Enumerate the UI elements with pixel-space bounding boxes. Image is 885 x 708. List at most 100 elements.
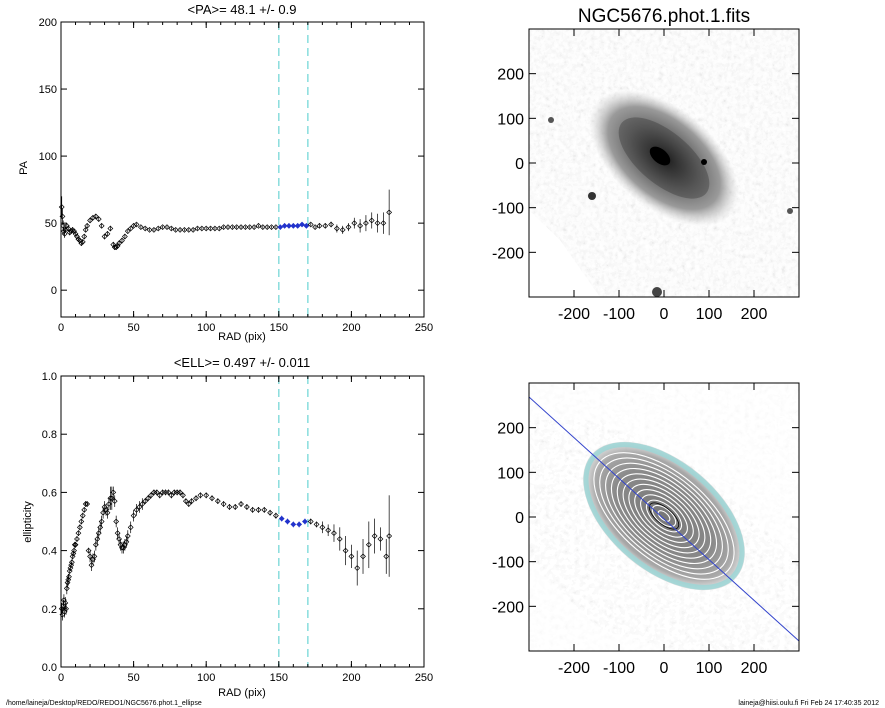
data-point [153,489,160,496]
data-point [146,226,153,233]
data-point [243,504,250,510]
data-point [84,222,91,229]
ell-data-points [58,486,393,621]
data-point [104,509,111,516]
data-point [267,509,273,516]
data-point [142,498,149,505]
y-tick-label: 0.2 [42,604,57,616]
data-point [65,225,72,232]
ell-plot-frame [60,375,425,668]
data-point [249,506,256,513]
data-point [71,541,78,548]
y-tick-label: 0.8 [42,429,57,441]
x-tick-label: 250 [415,672,433,684]
data-point [233,224,240,231]
data-point [71,547,77,554]
image-y-tick-label: 200 [497,421,524,438]
data-point [156,492,163,499]
data-point [336,536,343,542]
data-point [351,220,358,227]
y-tick-label: 0 [51,285,57,297]
data-point [273,512,279,519]
image-x-tick-label: 200 [741,306,768,323]
isophote-ellipse [651,504,677,528]
data-point [63,605,69,612]
data-point [168,492,175,499]
data-point [207,225,214,232]
data-point [377,536,384,542]
data-point [71,228,77,235]
data-point [159,224,166,231]
data-point [164,224,170,231]
contour-image-ticks: -200 -100 0 100 200 200 100 0 -100 -200 [492,383,799,677]
data-point [278,515,285,522]
data-point [142,225,149,232]
footer-timestamp: laineja@hiisi.oulu.fi Fri Feb 24 17:40:3… [738,700,879,707]
data-point [76,237,83,244]
data-point [212,225,218,232]
data-point [259,224,266,231]
data-point [261,506,268,513]
y-tick-label: 0.0 [42,662,57,674]
data-point [312,224,318,231]
data-point [360,553,366,560]
data-point [116,240,122,247]
data-point [268,224,275,231]
data-point [151,226,157,233]
data-point [177,226,183,233]
data-point [286,222,292,229]
x-tick-label: 250 [415,322,433,334]
data-point [264,224,271,231]
image-x-tick-label: -200 [558,660,590,677]
data-point [58,204,65,210]
data-point [386,533,393,539]
data-point [374,220,381,227]
data-point [386,209,393,216]
data-point [63,222,70,229]
isophote-ellipse [634,489,694,543]
data-point [185,501,192,507]
data-point [91,553,98,560]
data-point [110,489,117,496]
data-point [145,495,152,502]
data-point [76,524,83,531]
data-point [66,573,72,580]
data-point [220,501,227,507]
data-point [119,237,125,244]
data-point [139,501,146,507]
data-point [339,226,346,233]
data-point [226,504,233,510]
image-x-tick-label: -100 [603,660,635,677]
data-point [121,233,128,240]
data-point [255,506,262,513]
x-tick-label: 150 [270,672,288,684]
data-point [130,512,137,519]
ell-range-markers [278,376,309,667]
data-point [101,233,108,240]
data-point [316,222,323,229]
data-point [380,220,387,227]
fits-image-panel: NGC5676.phot.1.fits -200 -100 0 100 200 200 10… [492,6,800,323]
pa-data-points [58,189,393,251]
data-point [188,498,195,505]
ell-axis-ticks: 0 50 100 150 200 250 0.0 0.2 0.4 0.6 0.8 1.0 [42,371,433,684]
contour-image-panel: -200 -100 0 100 200 200 100 0 -100 -200 [492,382,800,677]
data-point [354,565,361,571]
data-point [78,518,85,525]
data-point [220,224,227,231]
data-point [65,576,72,583]
data-point [165,489,172,496]
data-point [277,224,284,231]
data-point [182,498,189,505]
x-tick-label: 100 [197,322,215,334]
y-tick-label: 0.6 [42,487,57,499]
x-tick-label: 0 [58,322,64,334]
data-point [62,600,69,606]
data-point [342,547,349,554]
data-point [313,521,320,528]
data-point [333,225,340,232]
data-point [111,498,118,505]
data-point [216,225,223,232]
data-point [68,559,75,566]
data-point [371,533,378,539]
